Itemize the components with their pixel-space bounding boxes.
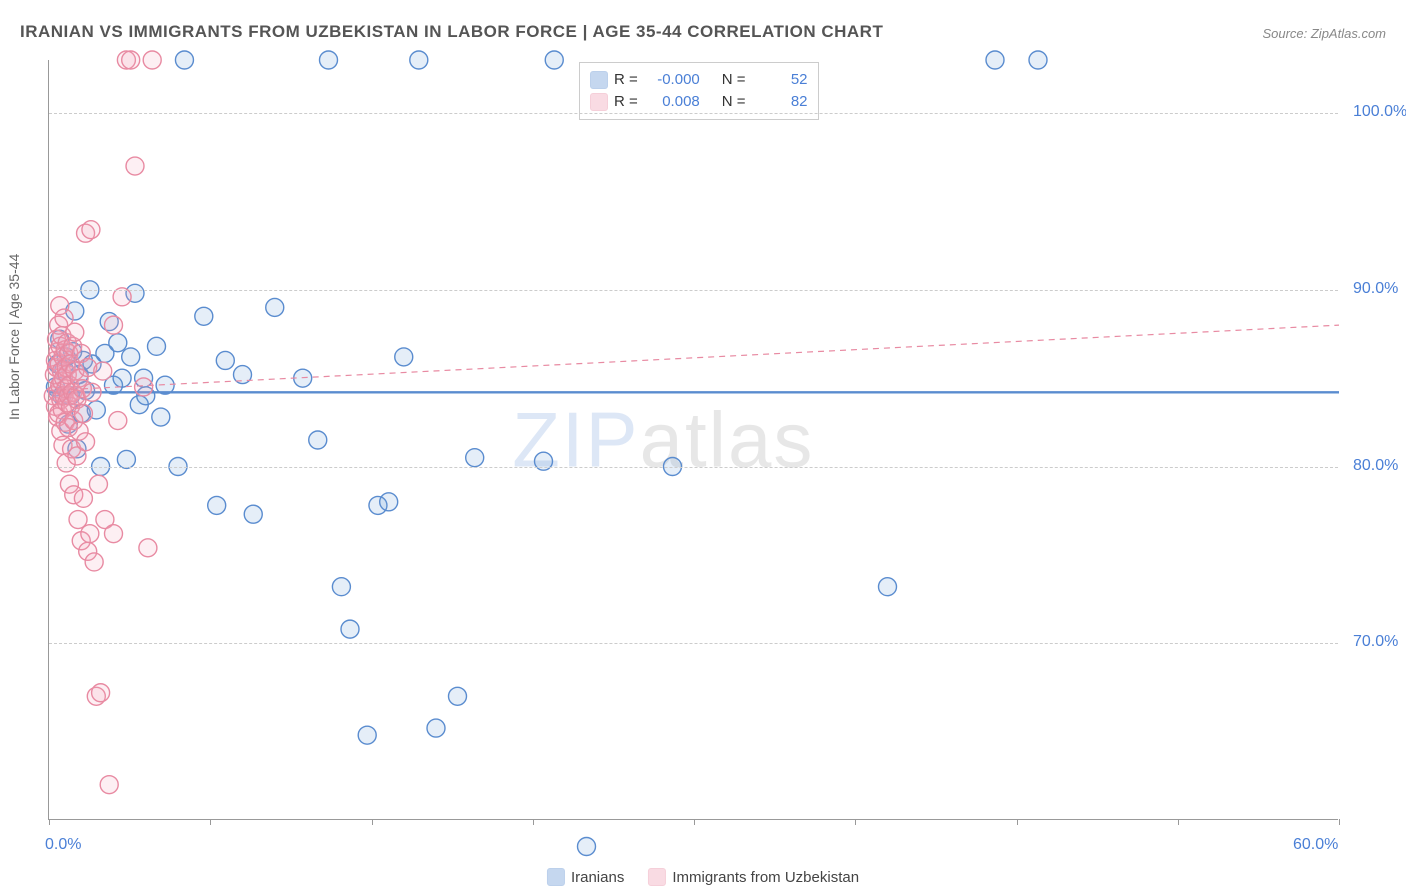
legend-bottom-swatch-1 — [648, 868, 666, 886]
data-point — [535, 452, 553, 470]
data-point — [92, 684, 110, 702]
x-tick — [1017, 819, 1018, 825]
chart-title: IRANIAN VS IMMIGRANTS FROM UZBEKISTAN IN… — [20, 22, 883, 42]
data-point — [85, 553, 103, 571]
data-point — [216, 351, 234, 369]
legend-r-label-1: R = — [614, 91, 638, 113]
x-tick — [49, 819, 50, 825]
legend-stats-row-0: R = -0.000 N = 52 — [590, 69, 808, 91]
legend-bottom-swatch-0 — [547, 868, 565, 886]
data-point — [449, 687, 467, 705]
y-tick-label: 70.0% — [1353, 633, 1398, 651]
data-point — [77, 433, 95, 451]
data-point — [879, 578, 897, 596]
data-point — [135, 378, 153, 396]
x-tick — [372, 819, 373, 825]
data-point — [94, 362, 112, 380]
data-point — [122, 348, 140, 366]
data-point — [100, 776, 118, 794]
data-point — [358, 726, 376, 744]
legend-n-label-0: N = — [722, 69, 746, 91]
chart-svg — [49, 60, 1338, 819]
legend-r-val-1: 0.008 — [644, 91, 700, 113]
grid-line — [49, 290, 1338, 291]
data-point — [986, 51, 1004, 69]
data-point — [545, 51, 563, 69]
legend-n-val-1: 82 — [752, 91, 808, 113]
x-tick — [210, 819, 211, 825]
data-point — [83, 383, 101, 401]
x-tick-label: 0.0% — [45, 836, 81, 854]
source-label: Source: ZipAtlas.com — [1262, 26, 1386, 41]
grid-line — [49, 113, 1338, 114]
data-point — [139, 539, 157, 557]
data-point — [208, 496, 226, 514]
legend-bottom-label-1: Immigrants from Uzbekistan — [672, 869, 859, 886]
y-tick-label: 80.0% — [1353, 457, 1398, 475]
data-point — [395, 348, 413, 366]
data-point — [410, 51, 428, 69]
x-tick — [855, 819, 856, 825]
data-point — [309, 431, 327, 449]
data-point — [105, 525, 123, 543]
x-tick — [694, 819, 695, 825]
y-axis-label: In Labor Force | Age 35-44 — [6, 254, 22, 420]
data-point — [148, 337, 166, 355]
data-point — [126, 157, 144, 175]
plot-area: ZIPatlas R = -0.000 N = 52 R = 0.008 N =… — [48, 60, 1338, 820]
legend-swatch-1 — [590, 93, 608, 111]
data-point — [82, 221, 100, 239]
data-point — [244, 505, 262, 523]
grid-line — [49, 643, 1338, 644]
legend-r-label-0: R = — [614, 69, 638, 91]
x-tick — [1339, 819, 1340, 825]
y-tick-label: 100.0% — [1353, 103, 1406, 121]
x-tick-label: 60.0% — [1293, 836, 1338, 854]
grid-line — [49, 467, 1338, 468]
data-point — [109, 334, 127, 352]
data-point — [332, 578, 350, 596]
legend-stats: R = -0.000 N = 52 R = 0.008 N = 82 — [579, 62, 819, 120]
data-point — [74, 489, 92, 507]
data-point — [175, 51, 193, 69]
data-point — [341, 620, 359, 638]
data-point — [122, 51, 140, 69]
x-tick — [533, 819, 534, 825]
data-point — [578, 838, 596, 856]
data-point — [1029, 51, 1047, 69]
legend-stats-row-1: R = 0.008 N = 82 — [590, 91, 808, 113]
data-point — [113, 369, 131, 387]
data-point — [74, 404, 92, 422]
data-point — [89, 475, 107, 493]
data-point — [266, 298, 284, 316]
legend-item-1: Immigrants from Uzbekistan — [648, 868, 859, 886]
y-tick-label: 90.0% — [1353, 280, 1398, 298]
legend-n-label-1: N = — [722, 91, 746, 113]
data-point — [152, 408, 170, 426]
legend-series: Iranians Immigrants from Uzbekistan — [547, 868, 859, 886]
data-point — [105, 316, 123, 334]
data-point — [195, 307, 213, 325]
data-point — [427, 719, 445, 737]
data-point — [320, 51, 338, 69]
data-point — [466, 449, 484, 467]
data-point — [109, 412, 127, 430]
data-point — [81, 525, 99, 543]
data-point — [380, 493, 398, 511]
legend-swatch-0 — [590, 71, 608, 89]
legend-r-val-0: -0.000 — [644, 69, 700, 91]
legend-item-0: Iranians — [547, 868, 624, 886]
x-tick — [1178, 819, 1179, 825]
data-point — [143, 51, 161, 69]
legend-n-val-0: 52 — [752, 69, 808, 91]
legend-bottom-label-0: Iranians — [571, 869, 624, 886]
data-point — [66, 323, 84, 341]
